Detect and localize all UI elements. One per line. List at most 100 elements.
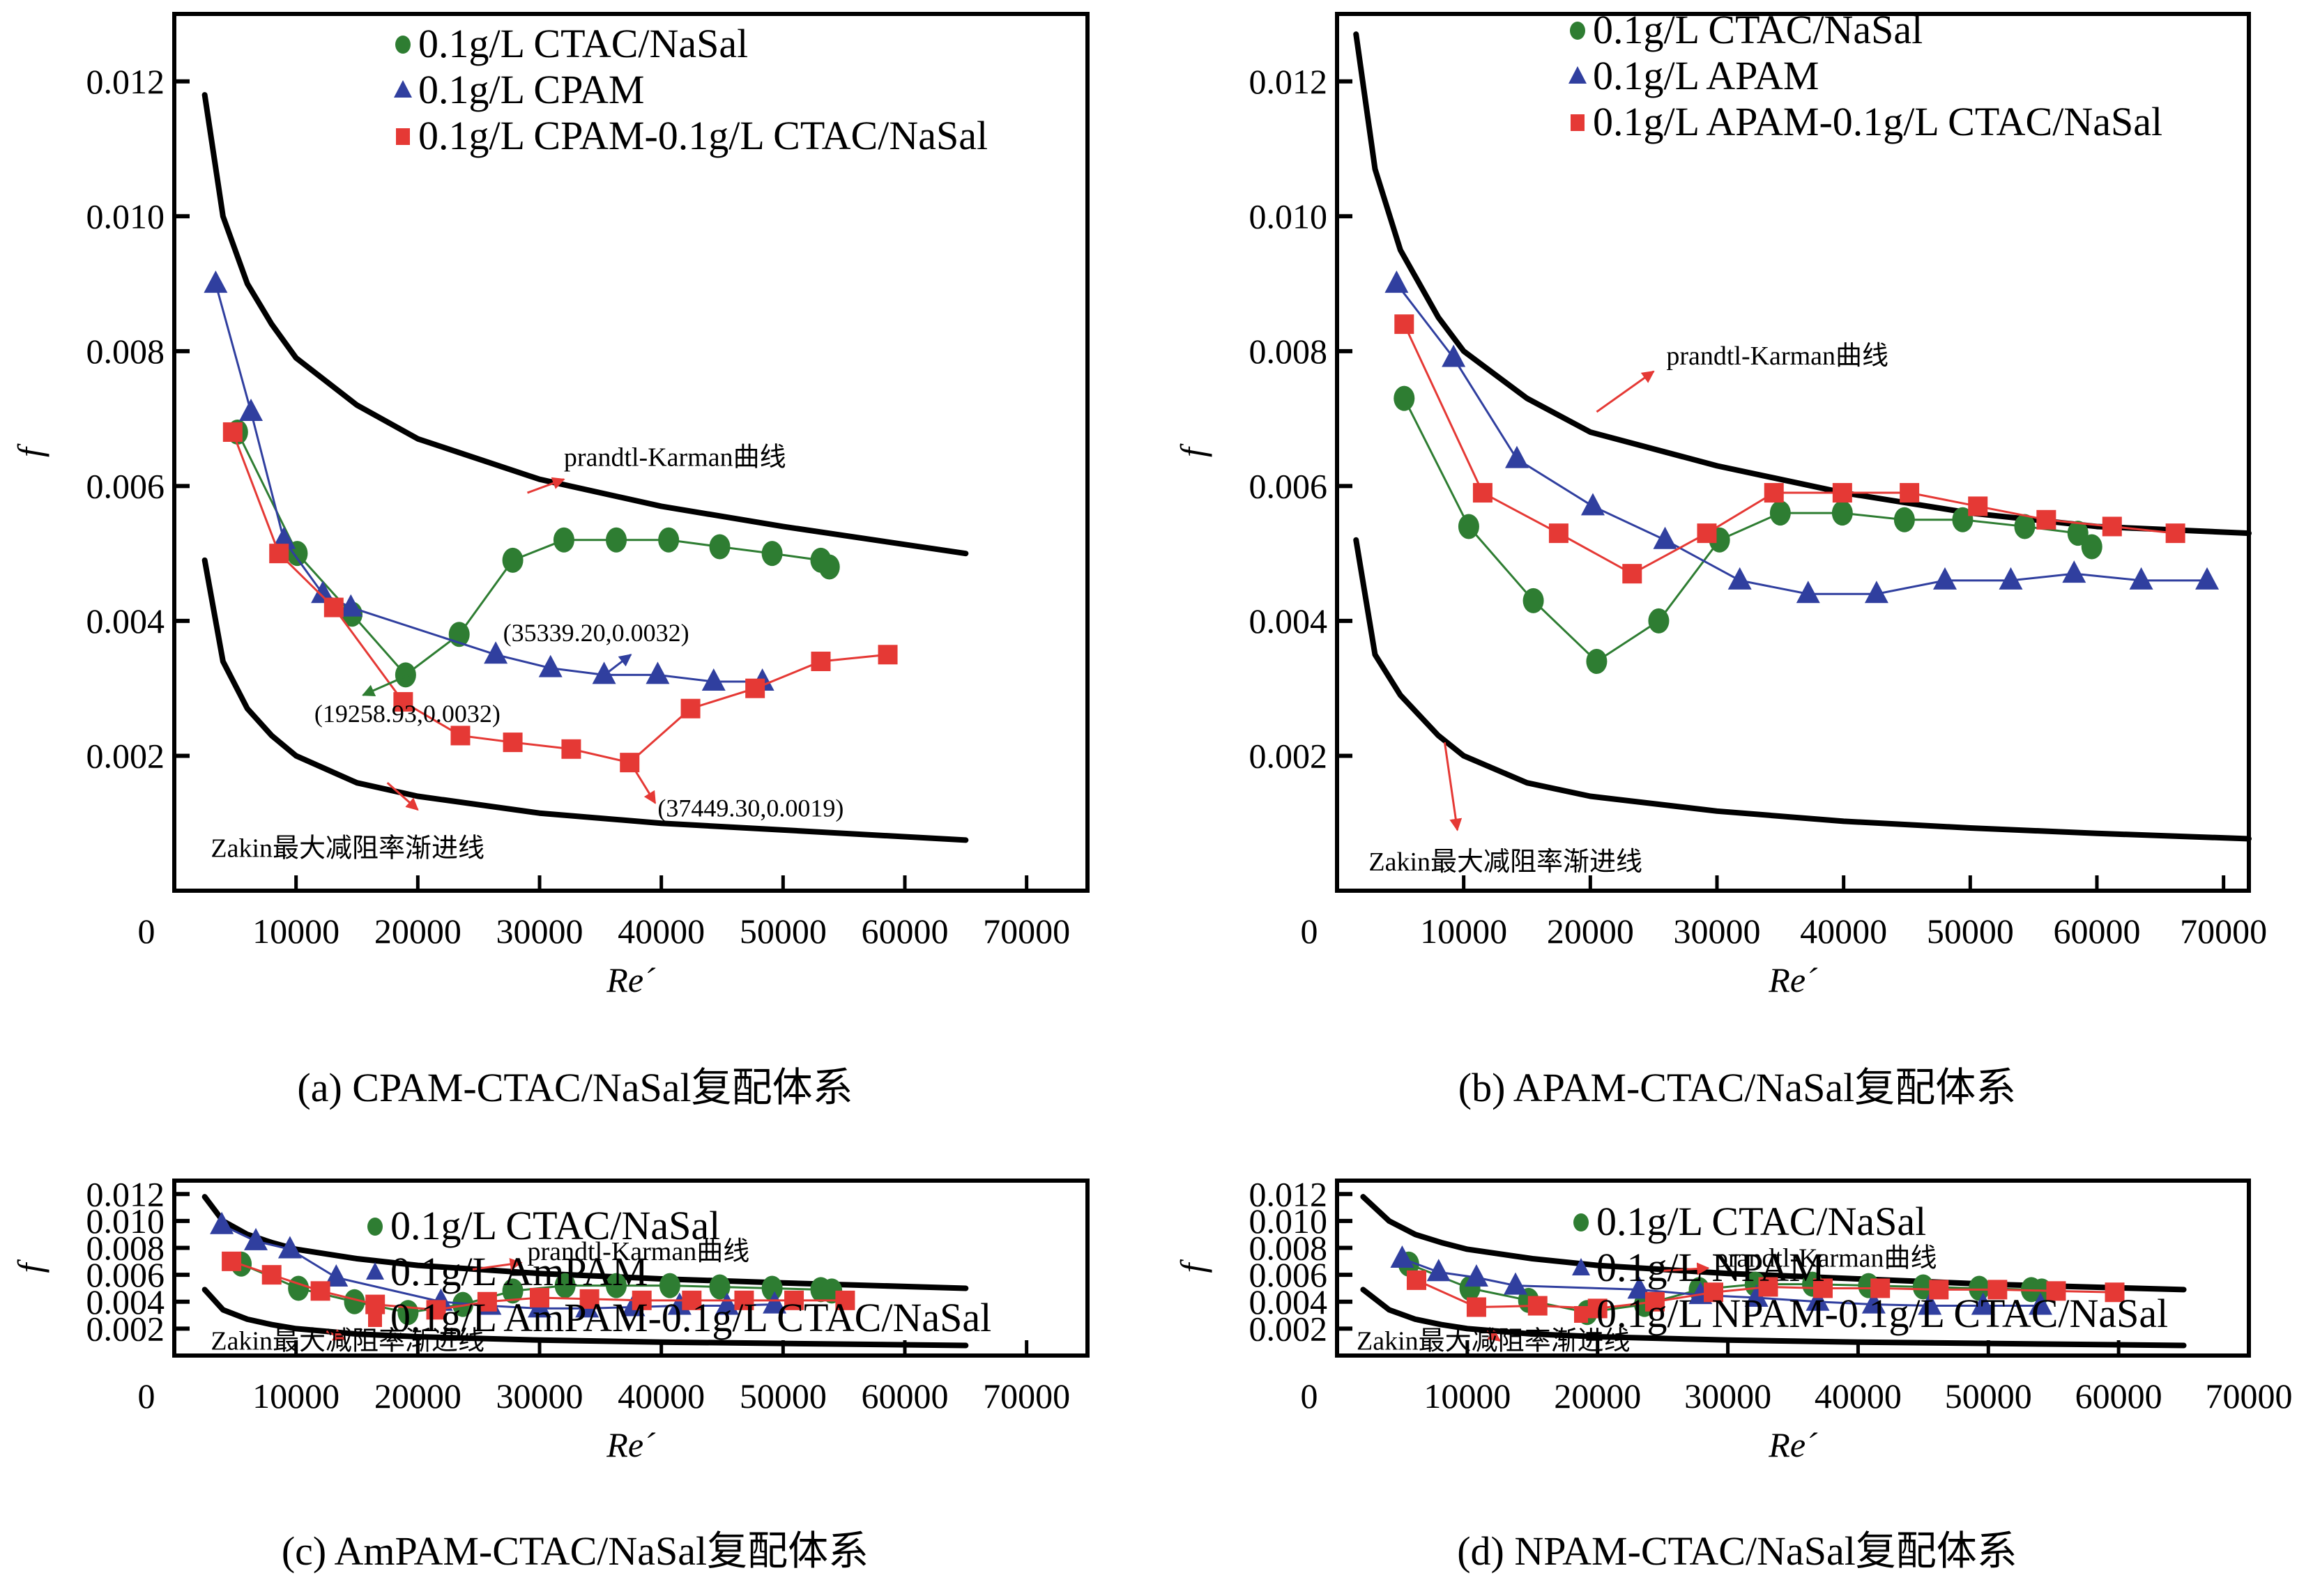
data-point-square-marker	[579, 1289, 600, 1309]
data-point-triangle-marker	[311, 581, 335, 604]
y-tick-label: 0.002	[86, 736, 165, 775]
curve-label-arrow	[1486, 1328, 1502, 1342]
zakin-asymptote-curve	[1360, 1287, 2187, 1349]
zakin-label: Zakin最大减阻率渐进线	[1368, 847, 1642, 877]
data-point-square-marker	[680, 698, 701, 719]
x-axis-title: Re´	[1768, 960, 1818, 999]
data-point-circle-marker	[1394, 385, 1415, 411]
legend-label: 0.1g/L CTAC/NaSal	[1596, 1199, 1926, 1244]
legend-circle-icon	[1570, 22, 1585, 40]
data-point-triangle-marker	[2029, 1292, 2053, 1315]
series-line-mixed	[1403, 323, 2176, 575]
prandtl-karman-curve	[201, 1194, 969, 1291]
point-annotation: (35339.20,0.0032)	[503, 619, 689, 647]
data-point-square-marker	[323, 597, 344, 617]
y-tick-label: 0.012	[86, 1174, 165, 1213]
curve-label-arrow	[472, 1258, 523, 1271]
zakin-asymptote-curve	[1353, 537, 2252, 842]
x-tick-label: 60000	[2075, 1376, 2162, 1415]
x-tick-label: 50000	[1945, 1376, 2032, 1415]
data-point-circle-marker	[554, 1273, 576, 1298]
x-tick-label: 70000	[2180, 912, 2267, 951]
x-tick-label: 40000	[618, 1376, 705, 1415]
legend-label: 0.1g/L APAM	[1593, 53, 1819, 98]
x-tick-label: 0	[138, 912, 155, 951]
data-point-circle-marker	[1831, 500, 1853, 526]
legend-triangle-icon	[394, 80, 412, 98]
data-point-square-marker	[1697, 523, 1717, 544]
x-tick-label: 20000	[374, 1376, 461, 1415]
x-tick-label: 50000	[1927, 912, 2014, 951]
data-point-triangle-marker	[1933, 567, 1957, 590]
data-point-square-marker	[310, 1281, 330, 1301]
plot-frame	[1335, 12, 2251, 893]
data-point-triangle-marker	[244, 1227, 268, 1250]
legend-square-icon	[1571, 114, 1585, 131]
y-axis-title: f	[10, 1259, 49, 1273]
data-point-triangle-marker	[1653, 526, 1677, 549]
y-tick-label: 0.008	[1249, 1229, 1328, 1268]
data-point-circle-marker	[1522, 588, 1544, 613]
data-point-square-marker	[503, 732, 523, 753]
data-point-square-marker	[1987, 1280, 2008, 1300]
prandtl-karman-curve	[1360, 1194, 2187, 1293]
panel-b: 0.002 0.004 0.006 0.008 0.010 0.012 0 10000 2000…	[1173, 7, 2267, 1110]
y-tick-label: 0.004	[1249, 1282, 1328, 1321]
data-point-circle-marker	[2067, 521, 2089, 546]
data-point-triangle-marker	[272, 526, 296, 549]
data-point-circle-marker	[1969, 1275, 1990, 1301]
data-point-triangle-marker	[277, 1236, 302, 1259]
y-tick-label: 0.002	[1249, 736, 1328, 775]
x-tick-label: 20000	[374, 912, 461, 951]
data-point-square-marker	[561, 739, 581, 759]
data-point-square-marker	[1644, 1291, 1665, 1312]
data-point-square-marker	[269, 544, 289, 564]
zakin-label: Zakin最大减阻率渐进线	[1357, 1326, 1631, 1356]
x-tick-label: 60000	[2054, 912, 2141, 951]
prandtl-karman-label: prandtl-Karman曲线	[564, 443, 786, 472]
data-point-square-marker	[530, 1287, 549, 1307]
data-point-square-marker	[811, 651, 831, 671]
legend-circle-icon	[395, 36, 411, 54]
y-tick-label: 0.002	[86, 1309, 165, 1348]
x-tick-label: 30000	[1684, 1376, 1771, 1415]
y-tick-label: 0.004	[86, 601, 165, 640]
x-tick-label: 50000	[740, 1376, 827, 1415]
data-point-triangle-marker	[339, 594, 363, 617]
panel-a: 0.002 0.004 0.006 0.008 0.010 0.012 0 10000 2000…	[10, 12, 1090, 1110]
data-point-triangle-marker	[1864, 581, 1888, 604]
data-point-square-marker	[784, 1290, 804, 1310]
data-point-triangle-marker	[592, 661, 616, 684]
data-point-square-marker	[426, 1300, 446, 1320]
data-point-square-marker	[1406, 1270, 1426, 1290]
data-point-triangle-marker	[1918, 1292, 1942, 1315]
y-axis-title: f	[1173, 443, 1212, 457]
series-line-ctac	[1403, 397, 2093, 663]
data-point-circle-marker	[344, 1289, 365, 1314]
prandtl-karman-curve	[201, 92, 969, 557]
x-tick-label: 70000	[983, 912, 1070, 951]
data-point-circle-marker	[288, 1275, 310, 1301]
data-point-circle-marker	[2081, 534, 2102, 560]
x-tick-label: 10000	[252, 912, 339, 951]
curve-label-arrow	[326, 1329, 346, 1341]
data-point-circle-marker	[2014, 514, 2036, 539]
data-point-circle-marker	[1458, 514, 1479, 539]
data-point-square-marker	[1764, 483, 1784, 503]
data-point-triangle-marker	[715, 1292, 739, 1315]
legend-label: 0.1g/L APAM-0.1g/L CTAC/NaSal	[1593, 99, 2162, 144]
x-axis-title: Re´	[606, 960, 656, 999]
x-tick-label: 40000	[618, 912, 705, 951]
data-point-circle-marker	[1893, 507, 1915, 532]
panel-caption: (a) CPAM-CTAC/NaSal复配体系	[297, 1065, 853, 1110]
data-point-square-marker	[2046, 1281, 2066, 1301]
x-tick-label: 0	[1301, 912, 1318, 951]
data-point-triangle-marker	[1744, 1284, 1769, 1307]
data-point-circle-marker	[395, 662, 416, 688]
legend-triangle-icon	[1572, 1258, 1590, 1275]
legend-label: 0.1g/L CTAC/NaSal	[390, 1203, 720, 1248]
x-tick-label: 0	[138, 1376, 155, 1415]
